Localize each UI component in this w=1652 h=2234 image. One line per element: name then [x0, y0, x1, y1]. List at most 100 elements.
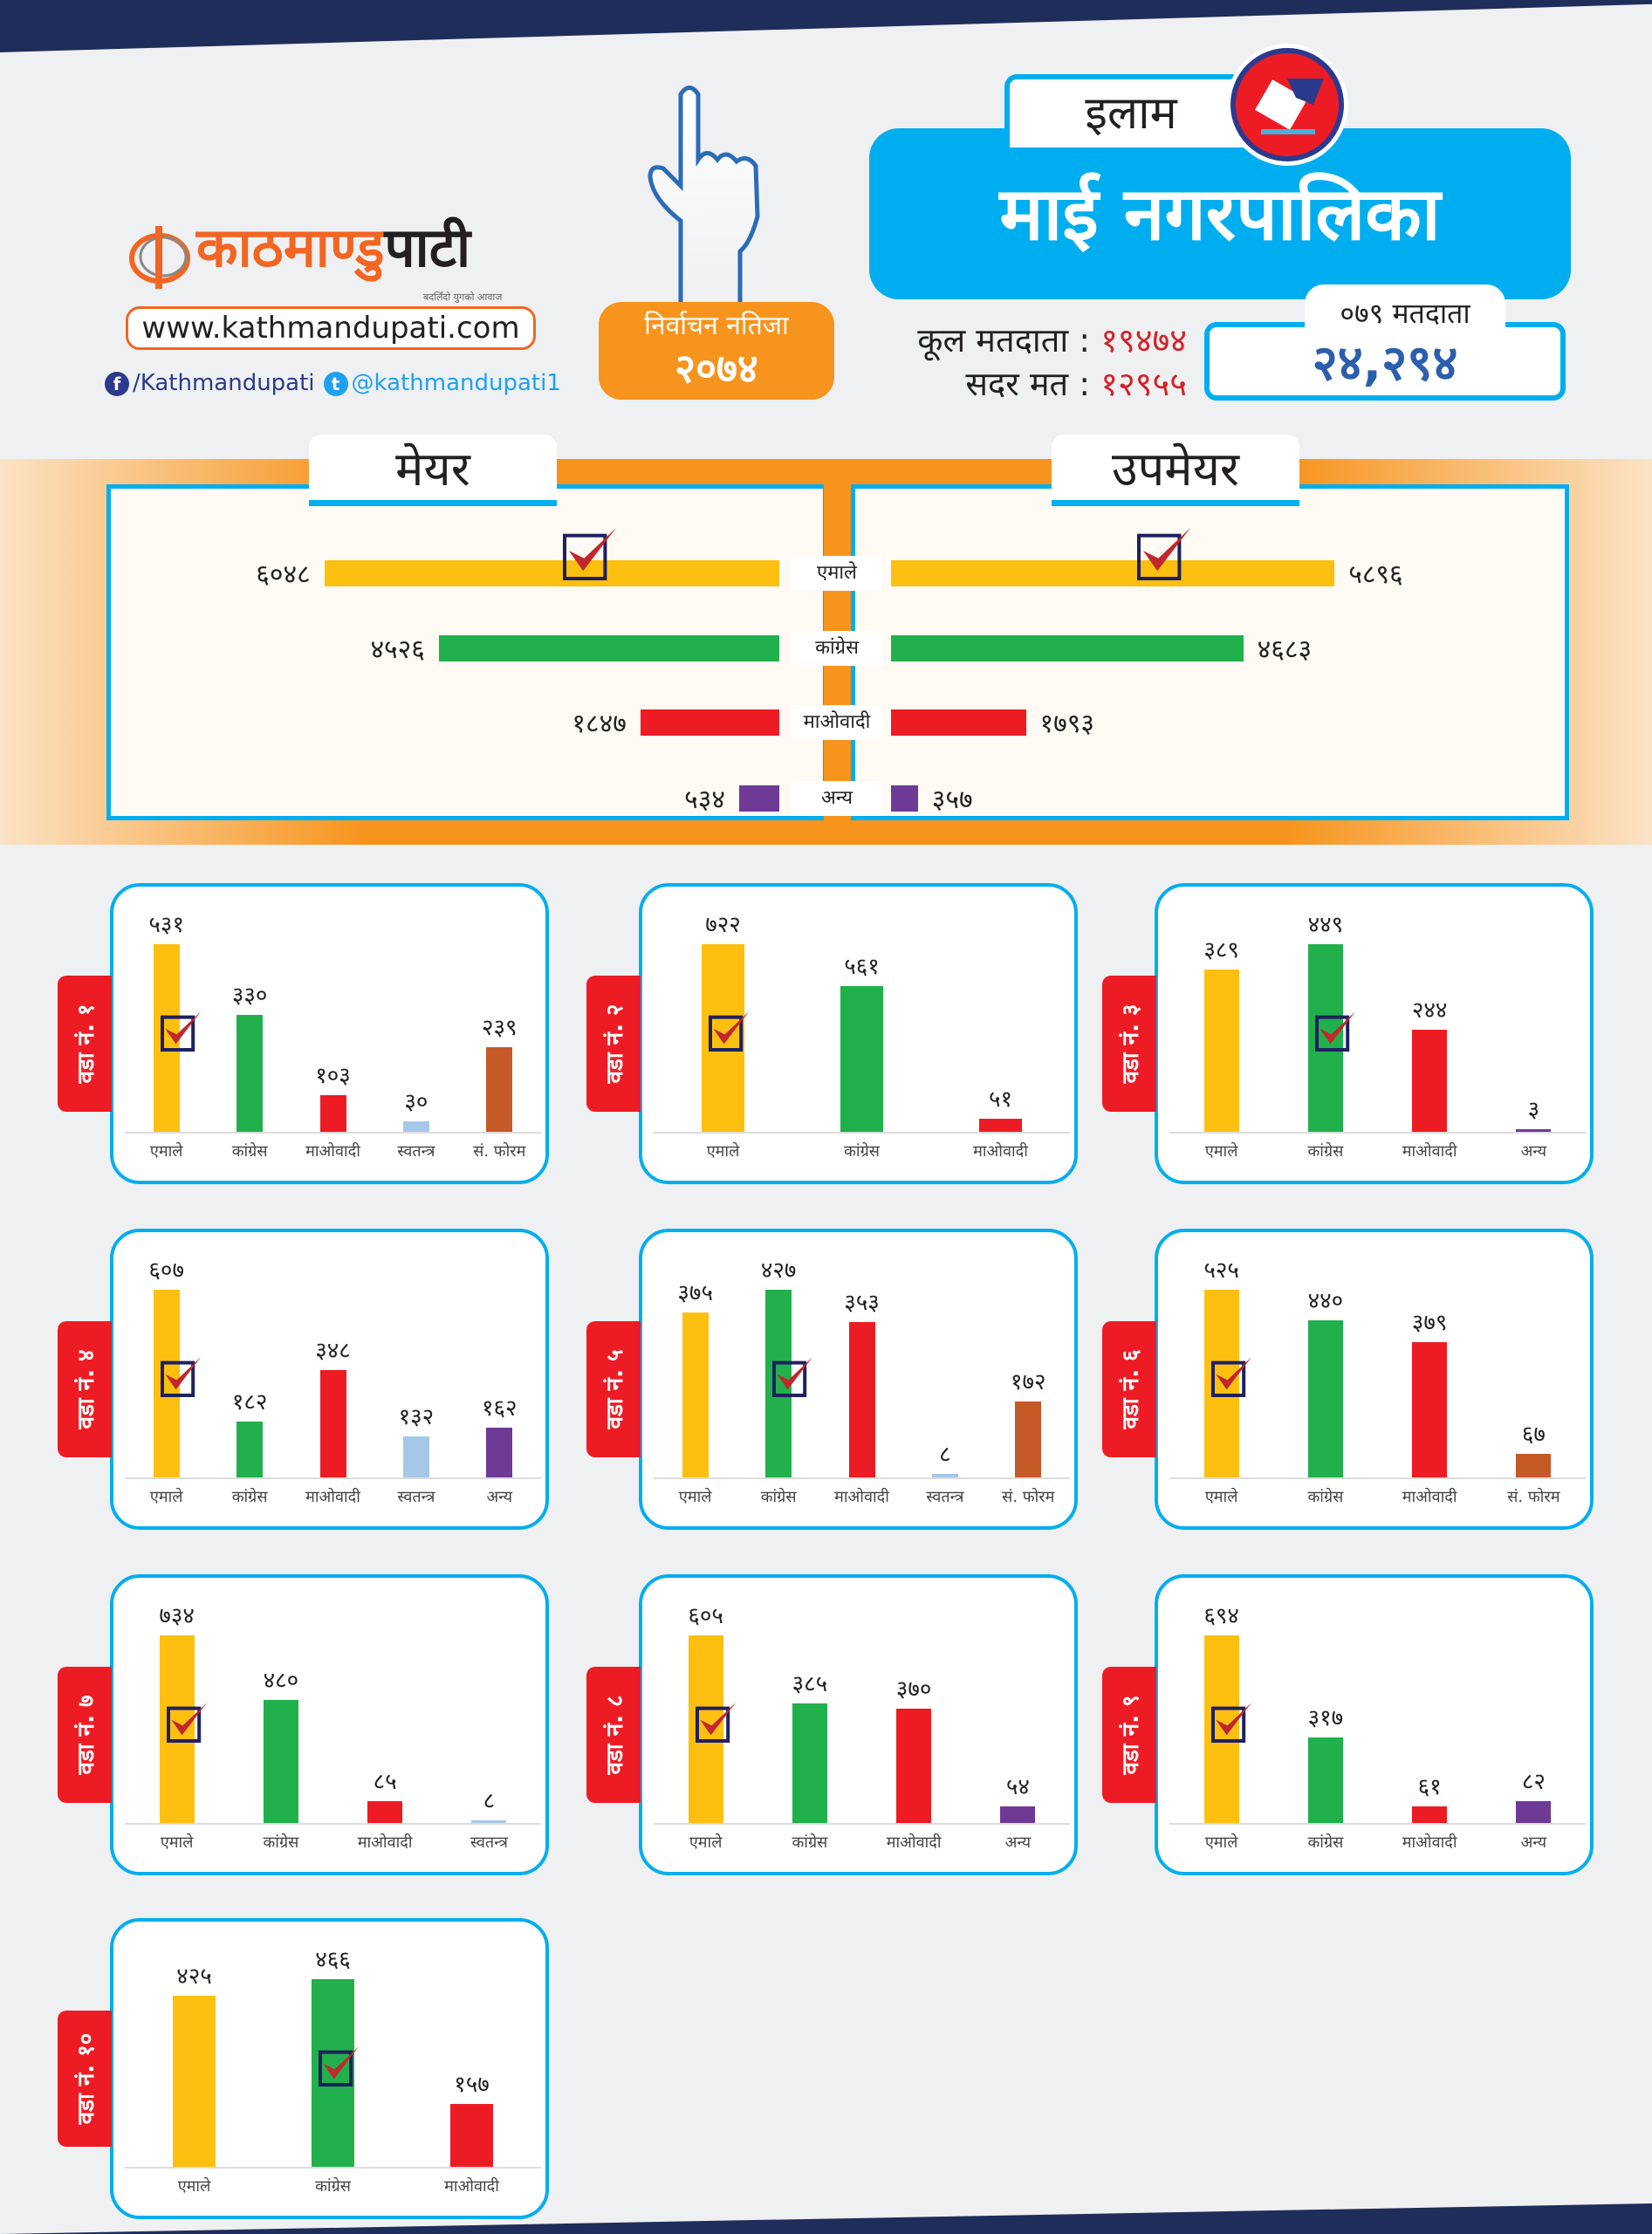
bar-value-label: ६९४	[1203, 1603, 1239, 1629]
bar-value-label: ६०७	[148, 1257, 184, 1284]
category-label: एमाले	[689, 1833, 723, 1852]
ward-bar-2	[319, 1095, 346, 1132]
deputy-bar	[891, 785, 918, 812]
deputy-bar	[891, 709, 1026, 736]
ward-card: ३८९ एमाले ४४९ कांग्रेस २४४ माओवादी ३ अन्य	[1155, 883, 1594, 1184]
ward-bar-1	[1307, 1319, 1343, 1477]
bar-value-label: ७३४	[159, 1603, 195, 1629]
mayor-bar	[640, 709, 779, 736]
mayor-winner-checkmark-icon	[563, 528, 616, 580]
valid-votes-value: १२९५५	[1100, 365, 1187, 403]
chart-baseline	[125, 1823, 541, 1825]
total-voters-value: १९४७४	[1100, 321, 1187, 360]
bar-value-label: ४८०	[263, 1668, 299, 1695]
ward-bar-3	[402, 1436, 429, 1477]
ward-label-tab: वडा नं. ७	[58, 1667, 112, 1803]
category-label: माओवादी	[1402, 1488, 1457, 1506]
party-label: कांग्रेस	[792, 631, 882, 666]
deputy-vote-count: ४६८३	[1257, 634, 1313, 665]
bar-value-label: ६०५	[688, 1603, 723, 1629]
kathmandupati-logo: काठमाण्डुपाटी बदलिँदो युगको आवाज	[127, 218, 519, 304]
deputy-mayor-title: उपमेयर	[1052, 435, 1299, 506]
bar-value-label: २३९	[482, 1015, 518, 1042]
ward-title: वडा नं. १	[73, 1004, 99, 1084]
ward-bar-3	[1516, 1800, 1552, 1823]
category-label: कांग्रेस	[263, 1833, 299, 1852]
category-label: एमाले	[149, 1488, 183, 1506]
category-label: माओवादी	[305, 1142, 360, 1161]
category-label: सं. फोरम	[1002, 1488, 1055, 1506]
ward-bar-0	[159, 1635, 195, 1823]
bar-value-label: १६२	[482, 1395, 518, 1422]
party-label: अन्य	[792, 781, 882, 816]
deputy-bar	[891, 635, 1244, 661]
facebook-link[interactable]: f/Kathmandupati	[105, 370, 315, 396]
voters-079-label: ०७९ मतदाता	[1305, 284, 1505, 339]
logo-text-orange: काठमाण्डु	[196, 216, 385, 279]
bar-value-label: ३८९	[1203, 936, 1239, 963]
category-label: कांग्रेस	[1307, 1833, 1344, 1852]
bar-value-label: ८	[483, 1788, 496, 1814]
bar-value-label: ३७९	[1411, 1309, 1448, 1336]
mayor-vote-count: ५३४	[684, 785, 725, 815]
category-label: एमाले	[1204, 1488, 1238, 1506]
category-label: एमाले	[1204, 1833, 1238, 1852]
bar-value-label: ३	[1527, 1097, 1540, 1123]
ward-bar-2	[319, 1369, 346, 1477]
category-label: अन्य	[486, 1488, 513, 1506]
ward-card: ६९४ एमाले ३१७ कांग्रेस ६१ माओवादी ८२ अन्य	[1155, 1574, 1594, 1875]
ward-bar-1	[1307, 944, 1343, 1132]
ward-bar-2	[1412, 1806, 1448, 1823]
ward-bar-3	[1516, 1453, 1552, 1477]
ward-bar-4	[1015, 1401, 1042, 1477]
voting-finger-icon	[648, 86, 760, 304]
bar-value-label: ४४०	[1307, 1287, 1344, 1314]
category-label: माओवादी	[1402, 1833, 1457, 1852]
district-label: इलाम	[1004, 74, 1258, 147]
deputy-vote-count: १७९३	[1039, 709, 1094, 739]
bar-value-label: ३७०	[895, 1676, 932, 1703]
category-label: कांग्रेस	[1307, 1142, 1344, 1161]
category-label: एमाले	[177, 2177, 211, 2196]
winner-checkmark-icon	[695, 1702, 736, 1743]
category-label: एमाले	[149, 1142, 183, 1161]
ward-bar-2	[979, 1118, 1022, 1132]
top-band	[0, 0, 1652, 52]
ward-title: वडा नं. २	[602, 1004, 628, 1084]
bar-value-label: २४४	[1411, 997, 1448, 1024]
social-links: f/Kathmandupati t @kathmandupati1	[105, 370, 561, 396]
bar-value-label: ५६१	[844, 953, 880, 980]
category-label: माओवादी	[886, 1833, 942, 1852]
category-label: माओवादी	[973, 1142, 1028, 1161]
ward-title: वडा नं. ७	[73, 1695, 99, 1775]
bar-value-label: ५२५	[1203, 1257, 1239, 1284]
ward-label-tab: वडा नं. १०	[58, 2011, 112, 2147]
category-label: एमाले	[706, 1142, 740, 1161]
category-label: माओवादी	[444, 2177, 499, 2196]
ward-bar-1	[840, 985, 883, 1132]
category-label: अन्य	[1520, 1833, 1547, 1852]
category-label: स्वतन्त्र	[470, 1833, 508, 1852]
bar-value-label: ४२५	[176, 1963, 212, 1990]
category-label: कांग्रेस	[792, 1833, 828, 1852]
bar-value-label: ५३१	[148, 912, 184, 938]
ward-bar-2	[896, 1708, 932, 1823]
ward-card: ७२२ एमाले ५६१ कांग्रेस ५१ माओवादी	[639, 883, 1078, 1184]
total-voters-label: कूल मतदाता	[917, 321, 1069, 360]
bar-value-label: १८२	[231, 1388, 268, 1415]
winner-checkmark-icon	[772, 1356, 813, 1397]
category-label: कांग्रेस	[231, 1142, 268, 1161]
mayor-vote-count: ६०४८	[256, 559, 311, 590]
badge-year: २०७४	[675, 345, 758, 392]
chart-baseline	[125, 1132, 541, 1134]
twitter-link[interactable]: t @kathmandupati1	[323, 370, 561, 396]
ward-bar-1	[236, 1421, 264, 1477]
bar-value-label: ६१	[1417, 1774, 1442, 1801]
category-label: सं. फोरम	[473, 1142, 526, 1161]
category-label: कांग्रेस	[231, 1488, 268, 1506]
website-link[interactable]: www.kathmandupati.com	[126, 306, 536, 350]
ward-label-tab: वडा नं. २	[586, 976, 641, 1112]
chart-baseline	[125, 2167, 541, 2169]
ward-bar-3	[402, 1120, 429, 1132]
chart-baseline	[1169, 1132, 1586, 1134]
